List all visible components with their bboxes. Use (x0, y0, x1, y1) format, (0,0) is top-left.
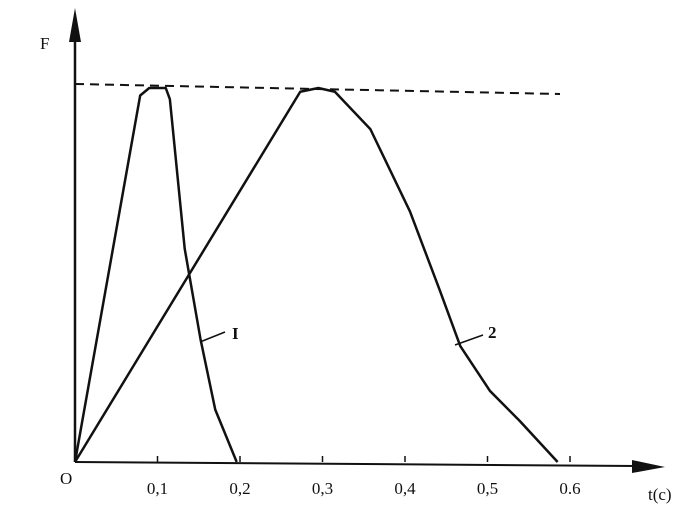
x-axis (74, 461, 641, 467)
curve-label: I (232, 324, 239, 343)
curve-leader (454, 334, 484, 346)
x-tick-label: 0,5 (477, 479, 498, 498)
x-tick-label: 0.6 (559, 479, 580, 498)
x-label: t(c) (648, 485, 672, 504)
x-tick-label: 0,2 (229, 479, 250, 498)
curve (73, 86, 238, 463)
y-arrow (69, 8, 81, 42)
curve-label: 2 (488, 323, 497, 342)
curve (73, 86, 559, 463)
x-tick-label: 0,1 (147, 479, 168, 498)
x-arrow (632, 460, 665, 473)
origin-label: O (60, 469, 72, 488)
x-tick-label: 0,3 (312, 479, 333, 498)
y-label: F (40, 34, 49, 53)
x-tick-label: 0,4 (394, 479, 416, 498)
curve-leader (199, 331, 226, 343)
